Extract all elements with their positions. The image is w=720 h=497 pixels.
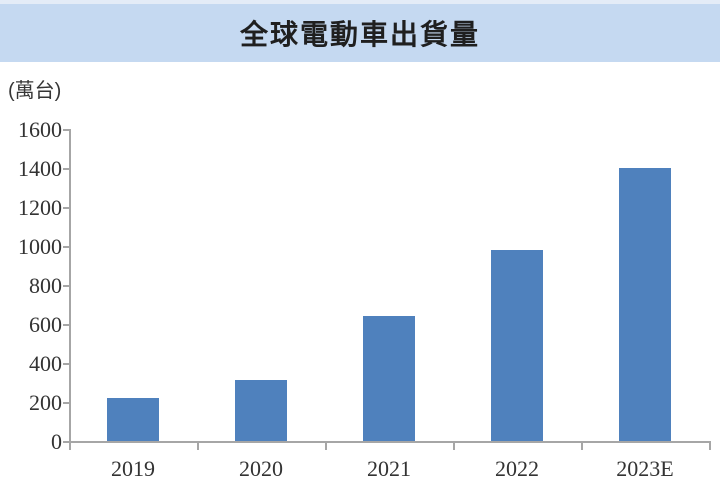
x-axis-label-2023E: 2023E — [616, 456, 674, 481]
y-axis-tick-label: 1400 — [18, 156, 62, 181]
y-axis-tick-mark — [63, 363, 70, 365]
y-axis-tick-label: 800 — [29, 273, 62, 298]
y-axis-tick-label: 1000 — [18, 234, 62, 259]
y-axis-tick-label: 0 — [51, 429, 62, 454]
x-axis-label-2019: 2019 — [111, 456, 155, 481]
y-axis-tick-mark — [63, 246, 70, 248]
y-axis-tick-mark — [63, 402, 70, 404]
x-axis-tick-mark — [581, 443, 583, 450]
y-axis-tick-label: 1200 — [18, 195, 62, 220]
y-axis-tick-mark — [63, 168, 70, 170]
chart-title-banner: 全球電動車出貨量 — [0, 4, 720, 62]
bar-2020 — [235, 379, 287, 441]
x-axis-tick-mark — [453, 443, 455, 450]
x-axis-label-2020: 2020 — [239, 456, 283, 481]
bar-2023E — [619, 168, 671, 441]
x-axis-label-2022: 2022 — [495, 456, 539, 481]
chart-title: 全球電動車出貨量 — [239, 19, 480, 50]
x-axis-label-2021: 2021 — [367, 456, 411, 481]
x-axis-tick-mark — [325, 443, 327, 450]
x-axis-tick-mark — [709, 443, 711, 450]
y-axis-line — [69, 129, 71, 443]
banner-top-strip — [0, 0, 720, 4]
y-axis-tick-label: 400 — [29, 351, 62, 376]
y-axis-tick-label: 200 — [29, 390, 62, 415]
y-axis-tick-mark — [63, 129, 70, 131]
bar-2021 — [363, 316, 415, 441]
y-axis-tick-mark — [63, 441, 70, 443]
y-axis-unit-label: (萬台) — [8, 80, 62, 102]
y-axis-tick-mark — [63, 207, 70, 209]
y-axis-tick-mark — [63, 324, 70, 326]
y-axis-tick-label: 1600 — [18, 117, 62, 142]
y-axis-tick-mark — [63, 285, 70, 287]
x-axis-tick-mark — [197, 443, 199, 450]
bar-2019 — [107, 398, 159, 441]
bar-2022 — [491, 249, 543, 441]
x-axis-tick-mark — [69, 443, 71, 450]
x-axis-line — [69, 441, 711, 443]
y-axis-tick-label: 600 — [29, 312, 62, 337]
